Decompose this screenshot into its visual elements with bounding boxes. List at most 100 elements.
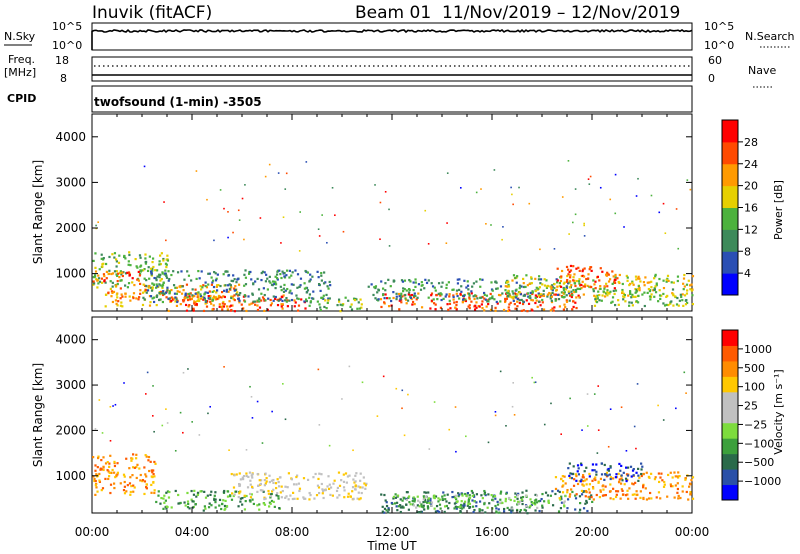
echo-cell <box>455 498 458 501</box>
echo-cell <box>161 300 164 304</box>
echo-cell <box>383 301 386 304</box>
echo-cell <box>191 500 194 503</box>
echo-cell <box>230 308 233 312</box>
echo-cell <box>118 275 121 279</box>
echo-cell <box>456 500 459 503</box>
echo-cell <box>515 281 518 284</box>
echo-cell <box>141 478 145 482</box>
echo-cell <box>416 296 419 299</box>
echo-cell <box>408 291 411 294</box>
colorbar-tick-label: 500 <box>744 362 765 375</box>
echo-cell <box>346 475 350 478</box>
echo-cell <box>95 473 98 476</box>
echo-cell <box>399 506 403 509</box>
echo-cell <box>459 510 462 513</box>
echo-cell <box>413 302 416 306</box>
echo-cell <box>561 485 564 488</box>
echo-cell <box>445 504 448 508</box>
colorbar-swatch <box>722 391 738 408</box>
echo-cell <box>380 305 383 309</box>
echo-cell <box>540 497 543 501</box>
echo-cell <box>222 289 226 292</box>
echo-cell <box>219 284 222 288</box>
echo-cell <box>568 286 571 289</box>
echo-cell <box>691 497 695 500</box>
echo-cell <box>431 285 435 288</box>
echo-cell <box>643 291 646 294</box>
echo-cell <box>479 285 482 288</box>
echo-cell <box>619 482 623 485</box>
echo-cell <box>359 298 362 301</box>
echo-cell <box>559 279 563 283</box>
echo-cell <box>438 510 441 514</box>
echo-cell <box>306 289 310 292</box>
echo-cell <box>151 297 154 300</box>
echo-cell <box>414 278 417 281</box>
echo-cell <box>145 279 148 282</box>
freq-label: Freq. <box>8 53 35 66</box>
echo-cell <box>138 296 141 299</box>
echo-cell <box>676 279 679 283</box>
scatter-point <box>662 419 665 421</box>
echo-cell <box>614 273 617 277</box>
echo-cell <box>590 269 593 272</box>
echo-cell <box>564 288 568 291</box>
x-tick-label: 16:00 <box>475 525 510 539</box>
echo-cell <box>203 490 206 493</box>
echo-cell <box>516 293 519 296</box>
echo-cell <box>635 278 638 281</box>
echo-cell <box>521 502 524 506</box>
scatter-point <box>433 401 436 403</box>
echo-cell <box>553 306 556 309</box>
echo-cell <box>563 475 566 478</box>
echo-cell <box>153 276 156 280</box>
echo-cell <box>624 477 628 480</box>
echo-cell <box>392 291 395 294</box>
echo-cell <box>144 473 147 476</box>
echo-cell <box>263 484 266 487</box>
echo-cell <box>565 294 568 297</box>
echo-cell <box>550 284 554 287</box>
echo-cell <box>650 472 653 475</box>
echo-cell <box>609 476 613 479</box>
echo-cell <box>92 276 95 279</box>
echo-cell <box>224 507 227 510</box>
echo-cell <box>162 293 165 297</box>
echo-cell <box>264 497 267 500</box>
echo-cell <box>104 462 108 465</box>
echo-cell <box>614 289 618 292</box>
echo-cell <box>648 295 652 298</box>
echo-cell <box>116 279 119 283</box>
echo-cell <box>432 298 435 301</box>
echo-cell <box>328 280 331 284</box>
echo-cell <box>328 297 331 300</box>
echo-cell <box>640 462 643 465</box>
echo-cell <box>587 277 590 280</box>
echo-cell <box>489 297 492 300</box>
echo-cell <box>595 300 599 304</box>
echo-cell <box>511 509 514 512</box>
echo-cell <box>305 298 308 301</box>
echo-cell <box>144 262 148 265</box>
echo-cell <box>312 297 315 300</box>
echo-cell <box>404 297 407 300</box>
scatter-point <box>317 368 320 371</box>
echo-cell <box>503 507 506 511</box>
echo-cell <box>483 309 486 312</box>
scatter-point <box>284 418 287 421</box>
echo-cell <box>321 488 324 491</box>
echo-cell <box>167 309 170 313</box>
scatter-point <box>187 368 189 370</box>
echo-cell <box>120 301 123 304</box>
echo-cell <box>589 266 593 269</box>
echo-cell <box>106 469 109 472</box>
nave-label: Nave <box>748 64 776 77</box>
echo-cell <box>444 498 447 501</box>
echo-cell <box>183 278 186 281</box>
echo-cell <box>395 295 398 298</box>
echo-cell <box>580 283 583 287</box>
echo-cell <box>560 495 563 498</box>
scatter-point <box>261 442 264 444</box>
echo-cell <box>267 489 270 493</box>
